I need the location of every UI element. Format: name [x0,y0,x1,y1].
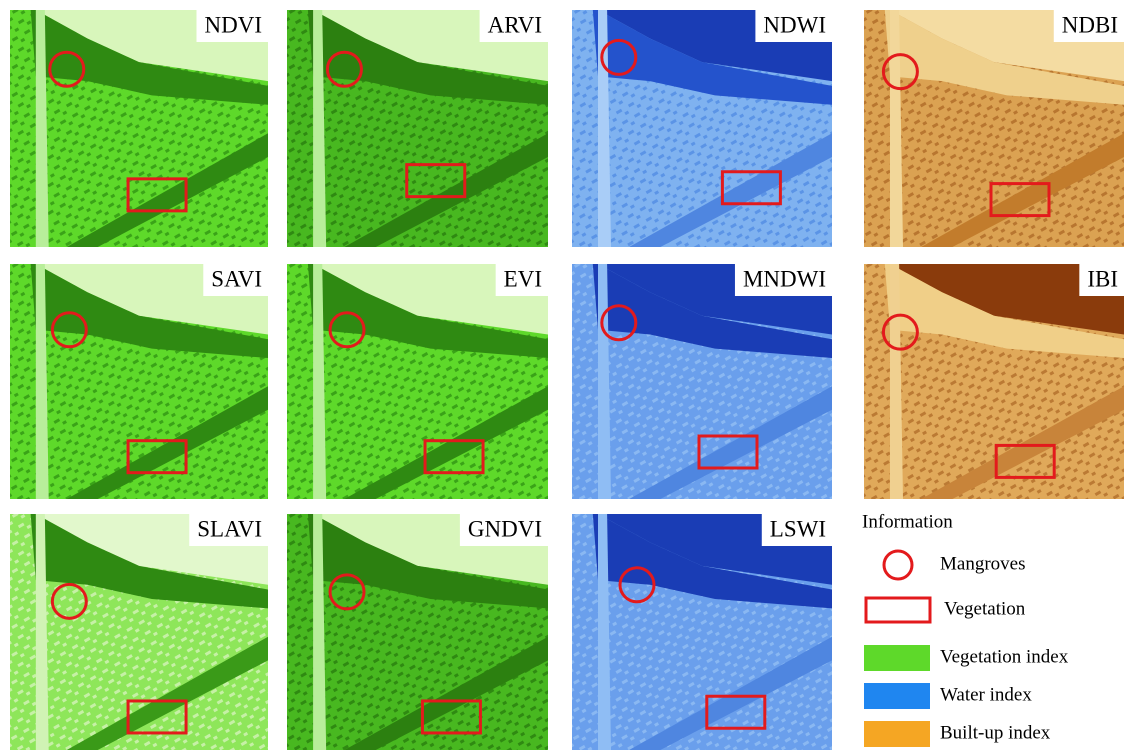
index-map [287,10,548,247]
panel-label: NDVI [205,12,263,37]
legend-title: Information [862,511,953,532]
legend-label: Built-up index [940,722,1051,743]
panel-label: NDWI [763,12,826,37]
legend-label: Vegetation index [940,646,1069,667]
index-map [10,514,268,750]
index-map [572,514,832,750]
legend-label: Water index [940,684,1032,705]
index-map [864,264,1124,499]
panel-label: GNDVI [468,516,542,541]
index-map [864,10,1124,247]
index-map [287,514,548,750]
panel-label: ARVI [488,12,542,37]
panel-label: SLAVI [197,516,262,541]
panel-label: LSWI [770,516,826,541]
index-map [287,264,548,499]
index-map [572,10,832,247]
legend-label: Mangroves [940,553,1025,574]
panel-label: EVI [504,266,542,291]
legend-swatch [864,721,930,747]
legend-label: Vegetation [944,598,1026,619]
figure: NDVI ARVI NDWI NDBI SAVI EVI MNDWI IBI SLAVI GNDV… [0,0,1134,752]
index-map [572,264,832,499]
panel-label: SAVI [211,266,262,291]
legend-circle [884,551,912,579]
legend-rect [866,598,930,622]
panel-label: MNDWI [743,266,826,291]
index-map [10,264,268,499]
panel-label: IBI [1087,266,1118,291]
legend-swatch [864,683,930,709]
legend-swatch [864,645,930,671]
panel-label: NDBI [1062,12,1118,37]
